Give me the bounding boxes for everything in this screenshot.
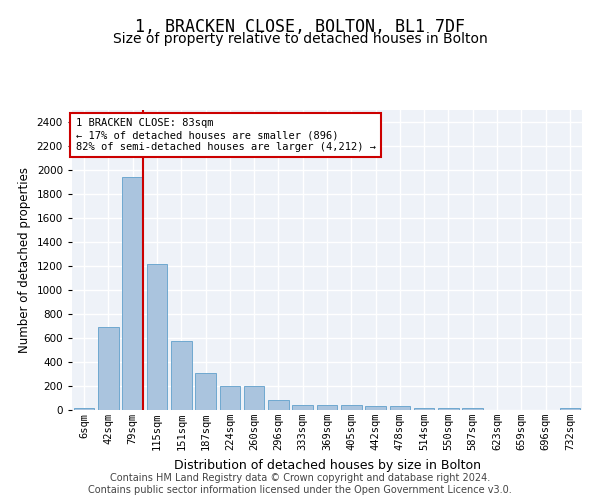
Bar	[146, 264, 167, 410]
Bar	[220, 386, 240, 410]
Bar	[414, 408, 434, 410]
Text: Size of property relative to detached houses in Bolton: Size of property relative to detached ho…	[113, 32, 487, 46]
Bar	[244, 386, 265, 410]
Bar	[560, 408, 580, 410]
Bar	[195, 374, 216, 410]
Bar	[171, 341, 191, 410]
Text: 1, BRACKEN CLOSE, BOLTON, BL1 7DF: 1, BRACKEN CLOSE, BOLTON, BL1 7DF	[135, 18, 465, 36]
Bar	[98, 326, 119, 410]
Bar	[122, 177, 143, 410]
Bar	[438, 408, 459, 410]
Y-axis label: Number of detached properties: Number of detached properties	[18, 167, 31, 353]
Bar	[365, 406, 386, 410]
Text: 1 BRACKEN CLOSE: 83sqm
← 17% of detached houses are smaller (896)
82% of semi-de: 1 BRACKEN CLOSE: 83sqm ← 17% of detached…	[76, 118, 376, 152]
Bar	[389, 406, 410, 410]
Bar	[292, 404, 313, 410]
Bar	[317, 405, 337, 410]
Bar	[341, 405, 362, 410]
Text: Contains HM Land Registry data © Crown copyright and database right 2024.
Contai: Contains HM Land Registry data © Crown c…	[88, 474, 512, 495]
Bar	[463, 408, 483, 410]
Bar	[74, 408, 94, 410]
Bar	[268, 400, 289, 410]
X-axis label: Distribution of detached houses by size in Bolton: Distribution of detached houses by size …	[173, 458, 481, 471]
